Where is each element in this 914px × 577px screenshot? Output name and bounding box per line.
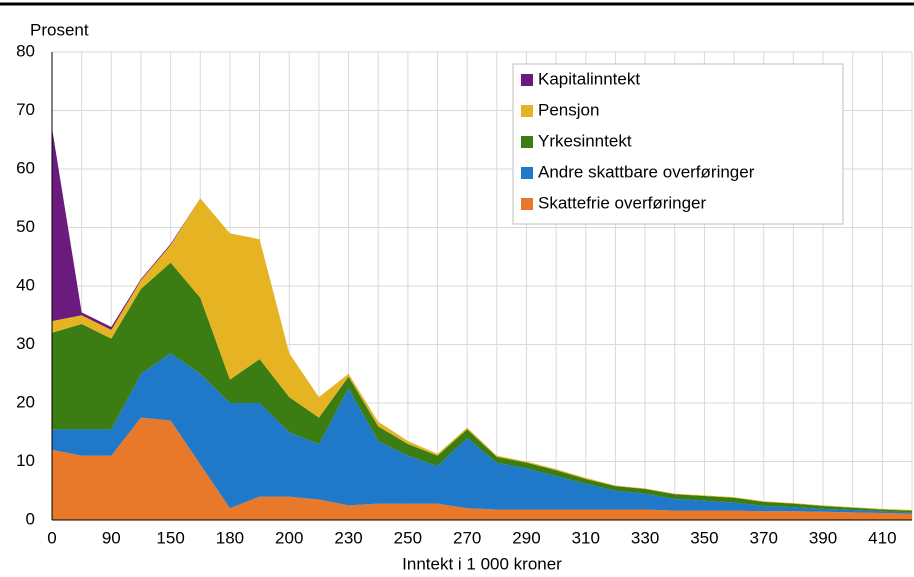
y-tick-label: 30 [16, 334, 35, 353]
x-tick-label: 410 [868, 528, 896, 547]
x-tick-label: 0 [47, 528, 56, 547]
x-tick-label: 270 [453, 528, 481, 547]
area [52, 198, 912, 511]
x-tick-label: 250 [394, 528, 422, 547]
legend-box [512, 63, 844, 225]
x-tick-label: 330 [631, 528, 659, 547]
y-axis-label: Prosent [30, 20, 89, 39]
y-tick-label: 60 [16, 158, 35, 177]
x-tick-label: 310 [572, 528, 600, 547]
x-tick-label: 390 [809, 528, 837, 547]
area [52, 262, 912, 513]
legend-label: Skattefrie overføringer [538, 193, 707, 212]
y-tick-label: 80 [16, 41, 35, 60]
x-tick-label: 90 [102, 528, 121, 547]
x-tick-label: 200 [275, 528, 303, 547]
y-tick-label: 0 [26, 509, 35, 528]
x-tick-label: 180 [216, 528, 244, 547]
x-tick-label: 350 [690, 528, 718, 547]
legend-swatch [521, 136, 533, 148]
y-tick-label: 10 [16, 451, 35, 470]
legend-label: Pensjon [538, 100, 599, 119]
x-axis-label: Inntekt i 1 000 kroner [402, 554, 562, 573]
x-tick-label: 370 [750, 528, 778, 547]
legend-label: Yrkesinntekt [538, 131, 632, 150]
y-tick-label: 20 [16, 392, 35, 411]
legend-label: Andre skattbare overføringer [538, 162, 755, 181]
y-tick-label: 70 [16, 100, 35, 119]
legend-label: Kapitalinntekt [538, 69, 640, 88]
legend-swatch [521, 105, 533, 117]
legend-swatch [521, 74, 533, 86]
area [52, 353, 912, 514]
area [52, 417, 912, 520]
y-tick-label: 50 [16, 217, 35, 236]
legend-swatch [521, 167, 533, 179]
legend-swatch [521, 198, 533, 210]
x-tick-label: 150 [156, 528, 184, 547]
x-tick-label: 230 [334, 528, 362, 547]
y-tick-label: 40 [16, 275, 35, 294]
x-tick-label: 290 [512, 528, 540, 547]
